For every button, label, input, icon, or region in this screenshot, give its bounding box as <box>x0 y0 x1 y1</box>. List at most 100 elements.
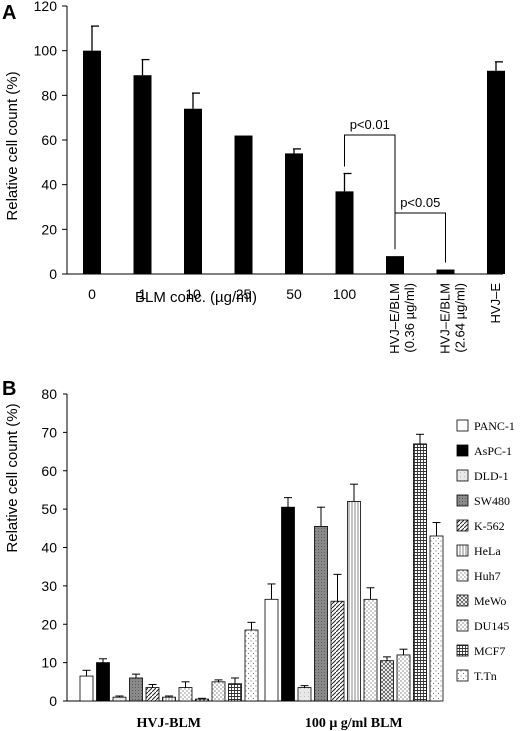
panel-b-legend-label: Huh7 <box>474 569 501 583</box>
panel-b-bar <box>413 443 427 702</box>
panel-b-bar <box>347 501 361 702</box>
panel-b-legend-swatch <box>456 619 469 632</box>
panel-a-x-tick-label-line: HVJ–E <box>488 283 503 324</box>
panel-a-x-tick-label: 0 <box>88 286 96 302</box>
panel-a-x-tick-label: 100 <box>333 286 357 302</box>
panel-a-y-tick-label: 120 <box>34 0 58 14</box>
panel-b-bar <box>297 687 312 702</box>
panel-b-bar <box>314 525 328 702</box>
panel-b-legend-swatch <box>456 519 469 532</box>
panel-b-legend-swatch <box>456 444 469 457</box>
panel-b-bar <box>264 598 279 702</box>
panel-b-bar <box>281 506 295 702</box>
panel-b-bar <box>429 535 444 702</box>
panel-b-bar <box>330 600 345 702</box>
panel-b-legend-swatch <box>456 419 469 432</box>
panel-a-bar <box>386 256 404 274</box>
panel-b-legend-swatch <box>456 594 469 607</box>
panel-b-y-ticks: 0 10 20 30 40 50 60 70 80 <box>41 386 67 709</box>
panel-b-y-tick-label: 70 <box>41 424 57 440</box>
panel-b-legend-label: DU145 <box>474 619 509 633</box>
panel-a-bar <box>133 75 152 274</box>
panel-a-y-tick-label: 80 <box>41 87 57 103</box>
panel-a-x-axis-title: BLM conc. (µg/ml) <box>135 289 257 306</box>
panel-a-y-tick-label: 20 <box>41 221 57 237</box>
panel-b-legend-label: MeWo <box>474 594 506 608</box>
panel-b-legend-label: HeLa <box>474 544 501 558</box>
panel-a-y-tick-label: 40 <box>41 177 57 193</box>
panel-a-bar <box>285 153 303 274</box>
panel-b-bars <box>79 433 444 702</box>
panel-a-bar <box>335 191 354 274</box>
panel-a-significance-bracket <box>344 134 396 250</box>
panel-a: A Relative cell count (%) 02040608010012… <box>2 0 505 354</box>
panel-a-bar <box>234 135 253 274</box>
panel-b-legend-label: SW480 <box>474 494 510 508</box>
panel-b-y-tick-label: 40 <box>41 540 57 556</box>
panel-a-y-tick-label: 0 <box>49 266 57 282</box>
panel-b-y-tick-label: 0 <box>49 693 57 709</box>
panel-a-x-tick-label: 50 <box>286 286 302 302</box>
panel-a-x-tick-label: HVJ–E <box>488 283 503 324</box>
panel-a-x-tick-label: 1 <box>139 286 147 302</box>
panel-a-bar <box>184 108 202 274</box>
panel-b-legend-label: PANC-1 <box>474 419 515 433</box>
panel-a-significance-label: p<0.05 <box>400 195 440 210</box>
panel-b-y-tick-label: 50 <box>41 501 57 517</box>
panel-b-y-tick-label: 80 <box>41 386 57 402</box>
panel-b-legend-label: DLD-1 <box>474 469 509 483</box>
panel-b-legend-swatch <box>456 644 469 657</box>
panel-a-x-tick-label: 25 <box>236 286 252 302</box>
panel-b-label: B <box>2 378 16 400</box>
panel-a-annotations: p<0.01 p<0.05 <box>344 117 446 263</box>
panel-b-legend-swatch <box>456 669 469 682</box>
panel-b-legend: PANC-1 AsPC-1 DLD-1 SW480 K-562 HeLa Huh7 MeWo D… <box>456 419 515 683</box>
panel-a-bars <box>83 25 505 275</box>
panel-a-y-axis-title: Relative cell count (%) <box>4 71 21 220</box>
panel-b-bar <box>178 687 193 702</box>
panel-b-x-tick-label: HVJ-BLM <box>136 716 201 731</box>
panel-b-legend-label: MCF7 <box>474 644 505 658</box>
panel-b-bar <box>363 598 378 702</box>
panel-a-bar <box>436 269 455 274</box>
panel-b-y-tick-label: 60 <box>41 463 57 479</box>
panel-a-x-tick-labels: 0 1 10 25 50 100 HVJ–E/BLM (0.36 µg/ml) HVJ–E/BL… <box>88 283 503 354</box>
panel-b-legend-label: K-562 <box>474 519 505 533</box>
panel-a-y-tick-label: 100 <box>34 43 58 59</box>
panel-b-legend-swatch <box>456 494 469 507</box>
panel-b: B Relative cell count (%) 0 10 20 30 40 50 60 7… <box>2 378 515 731</box>
panel-b-x-tick-label: 100 μ g/ml BLM <box>305 716 403 731</box>
panel-a-bar <box>487 70 505 275</box>
panel-a-x-tick-label-line: HVJ–E/BLM <box>387 283 402 354</box>
panel-b-y-axis-title: Relative cell count (%) <box>4 403 21 552</box>
panel-b-bar <box>96 662 110 702</box>
panel-a-significance-label: p<0.01 <box>350 117 390 132</box>
panel-b-x-tick-labels: HVJ-BLM 100 μ g/ml BLM <box>136 716 402 731</box>
panel-a-significance-bracket <box>394 212 446 263</box>
panel-b-y-tick-label: 30 <box>41 578 57 594</box>
panel-b-bar <box>396 654 411 702</box>
panel-a-x-tick-label: HVJ–E/BLM (0.36 µg/ml) <box>387 283 417 354</box>
panel-b-legend-swatch <box>456 469 469 482</box>
panel-a-x-tick-label-line: (0.36 µg/ml) <box>402 283 417 353</box>
panel-b-legend-label: AsPC-1 <box>474 444 512 458</box>
panel-b-bar <box>195 698 209 702</box>
panel-b-legend-swatch <box>456 569 469 582</box>
panel-a-y-tick-label: 60 <box>41 132 57 148</box>
panel-b-y-tick-label: 10 <box>41 655 57 671</box>
panel-a-x-tick-label-line: (2.64 µg/ml) <box>453 283 468 353</box>
panel-a-x-tick-label: HVJ–E/BLM (2.64 µg/ml) <box>438 283 468 354</box>
panel-a-label: A <box>2 2 16 24</box>
panel-b-legend-swatch <box>456 544 469 557</box>
panel-a-y-ticks: 0 20 40 60 80 100 120 <box>34 0 67 282</box>
panel-b-bar <box>162 696 176 702</box>
panel-b-y-tick-label: 20 <box>41 616 57 632</box>
panel-a-x-tick-label-line: HVJ–E/BLM <box>438 283 453 354</box>
panel-b-bar <box>244 629 259 702</box>
panel-b-bar <box>211 681 226 702</box>
panel-a-x-tick-label: 10 <box>185 286 201 302</box>
panel-b-legend-label: T.Tn <box>474 669 497 683</box>
panel-b-bar <box>129 677 143 702</box>
panel-b-bar <box>112 696 127 702</box>
